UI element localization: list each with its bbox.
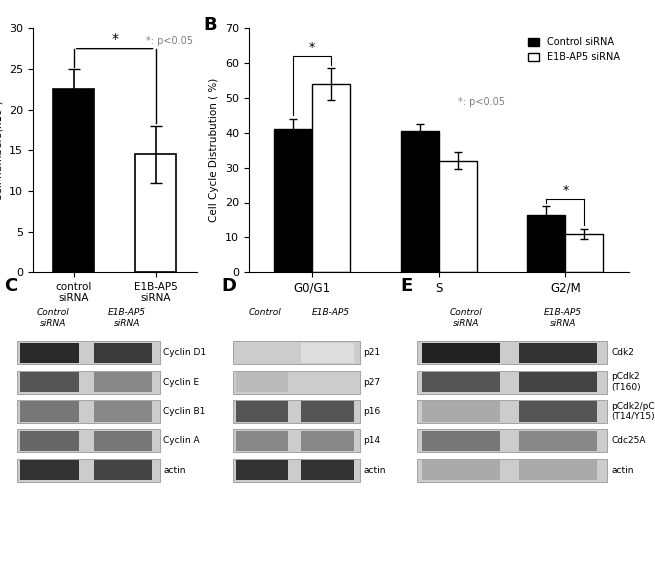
- Text: actin: actin: [364, 466, 386, 475]
- FancyBboxPatch shape: [20, 342, 79, 363]
- FancyBboxPatch shape: [301, 431, 354, 451]
- FancyBboxPatch shape: [94, 431, 153, 451]
- Text: p16: p16: [364, 407, 381, 416]
- Bar: [274, 129, 312, 272]
- FancyBboxPatch shape: [301, 460, 354, 480]
- Text: Cdk2: Cdk2: [611, 348, 634, 357]
- Bar: [401, 131, 439, 272]
- Bar: [565, 234, 603, 272]
- Text: *: *: [309, 41, 315, 54]
- Text: pCdk2
(T160): pCdk2 (T160): [611, 373, 641, 392]
- FancyBboxPatch shape: [233, 400, 360, 423]
- Bar: [135, 154, 176, 272]
- Bar: [527, 215, 565, 272]
- Text: p21: p21: [364, 348, 381, 357]
- FancyBboxPatch shape: [236, 431, 288, 451]
- FancyBboxPatch shape: [233, 459, 360, 481]
- FancyBboxPatch shape: [20, 460, 79, 480]
- Text: E1B-AP5
siRNA: E1B-AP5 siRNA: [108, 308, 146, 328]
- Text: actin: actin: [611, 466, 634, 475]
- FancyBboxPatch shape: [233, 429, 360, 452]
- Text: *: p<0.05: *: p<0.05: [146, 36, 193, 46]
- Text: Cyclin D1: Cyclin D1: [164, 348, 206, 357]
- FancyBboxPatch shape: [422, 372, 500, 392]
- FancyBboxPatch shape: [417, 429, 607, 452]
- FancyBboxPatch shape: [301, 372, 354, 392]
- Text: Cyclin A: Cyclin A: [164, 437, 200, 445]
- Text: *: p<0.05: *: p<0.05: [458, 96, 505, 107]
- FancyBboxPatch shape: [519, 401, 597, 422]
- FancyBboxPatch shape: [236, 401, 288, 422]
- Bar: [439, 160, 477, 272]
- FancyBboxPatch shape: [17, 459, 160, 481]
- Text: E: E: [400, 277, 413, 295]
- Text: E1B-AP5: E1B-AP5: [312, 308, 350, 317]
- FancyBboxPatch shape: [422, 342, 500, 363]
- Y-axis label: Cell numbers(x10⁴): Cell numbers(x10⁴): [0, 100, 3, 201]
- Text: p27: p27: [364, 378, 381, 387]
- Bar: [312, 84, 350, 272]
- FancyBboxPatch shape: [417, 459, 607, 481]
- Text: pCdk2/pCdc2
(T14/Y15): pCdk2/pCdc2 (T14/Y15): [611, 402, 655, 421]
- FancyBboxPatch shape: [20, 372, 79, 392]
- Text: actin: actin: [164, 466, 186, 475]
- Text: B: B: [203, 16, 217, 34]
- FancyBboxPatch shape: [417, 341, 607, 365]
- FancyBboxPatch shape: [17, 400, 160, 423]
- FancyBboxPatch shape: [17, 429, 160, 452]
- Text: p14: p14: [364, 437, 381, 445]
- FancyBboxPatch shape: [233, 341, 360, 365]
- Text: Cyclin B1: Cyclin B1: [164, 407, 206, 416]
- Text: Cdc25A: Cdc25A: [611, 437, 646, 445]
- Text: Control: Control: [249, 308, 282, 317]
- Text: Control
siRNA: Control siRNA: [37, 308, 70, 328]
- FancyBboxPatch shape: [94, 342, 153, 363]
- FancyBboxPatch shape: [20, 431, 79, 451]
- FancyBboxPatch shape: [94, 401, 153, 422]
- FancyBboxPatch shape: [422, 401, 500, 422]
- Y-axis label: Cell Cycle Distrubution ( %): Cell Cycle Distrubution ( %): [210, 78, 219, 222]
- FancyBboxPatch shape: [519, 372, 597, 392]
- Text: E1B-AP5
siRNA: E1B-AP5 siRNA: [544, 308, 582, 328]
- Legend: Control siRNA, E1B-AP5 siRNA: Control siRNA, E1B-AP5 siRNA: [524, 33, 624, 66]
- FancyBboxPatch shape: [17, 371, 160, 393]
- Text: *: *: [563, 184, 569, 197]
- FancyBboxPatch shape: [236, 372, 288, 392]
- FancyBboxPatch shape: [94, 372, 153, 392]
- FancyBboxPatch shape: [17, 341, 160, 365]
- Text: *: *: [111, 32, 118, 46]
- FancyBboxPatch shape: [233, 371, 360, 393]
- FancyBboxPatch shape: [417, 400, 607, 423]
- FancyBboxPatch shape: [519, 342, 597, 363]
- Text: Cyclin E: Cyclin E: [164, 378, 200, 387]
- FancyBboxPatch shape: [236, 342, 288, 363]
- FancyBboxPatch shape: [94, 460, 153, 480]
- Text: D: D: [221, 277, 236, 295]
- Text: Control
siRNA: Control siRNA: [449, 308, 482, 328]
- FancyBboxPatch shape: [301, 342, 354, 363]
- FancyBboxPatch shape: [519, 431, 597, 451]
- FancyBboxPatch shape: [422, 460, 500, 480]
- FancyBboxPatch shape: [422, 431, 500, 451]
- Bar: [53, 90, 94, 272]
- FancyBboxPatch shape: [519, 460, 597, 480]
- FancyBboxPatch shape: [417, 371, 607, 393]
- FancyBboxPatch shape: [301, 401, 354, 422]
- FancyBboxPatch shape: [236, 460, 288, 480]
- Text: C: C: [4, 277, 17, 295]
- FancyBboxPatch shape: [20, 401, 79, 422]
